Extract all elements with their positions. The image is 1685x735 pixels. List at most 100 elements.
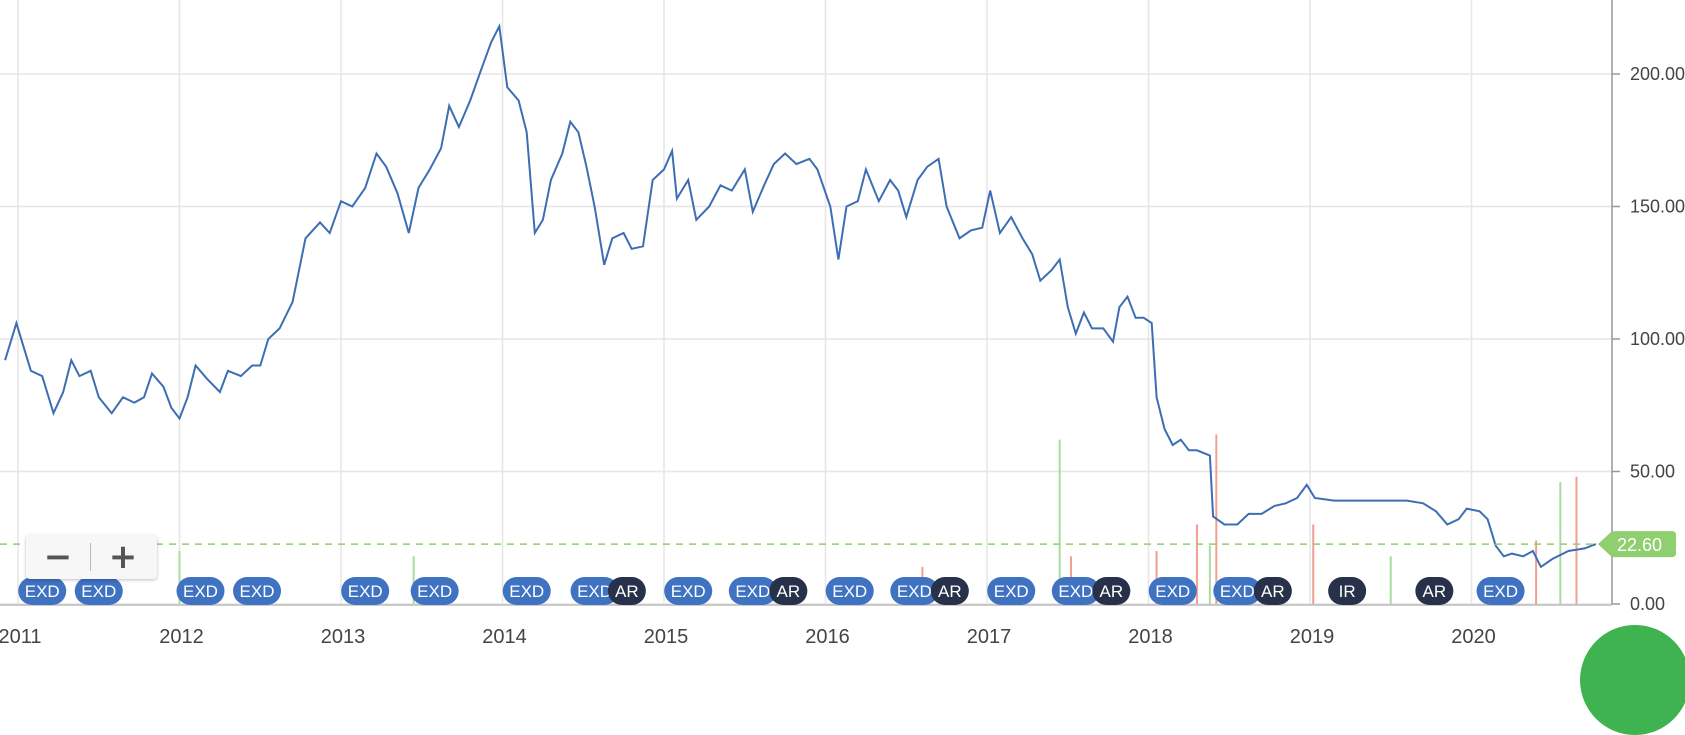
event-badge-ar[interactable]: AR — [607, 577, 646, 605]
event-badge-exd[interactable]: EXD — [890, 577, 939, 605]
event-badge-bg — [930, 577, 969, 605]
event-badge-ar[interactable]: AR — [1253, 577, 1292, 605]
event-badge-bg — [1092, 577, 1131, 605]
price-series-line[interactable] — [4, 22, 1597, 569]
event-badge-bg — [502, 577, 551, 605]
plus-icon: + — [108, 537, 138, 577]
volume-bar — [1559, 482, 1562, 604]
zoom-controls: − + — [26, 535, 157, 579]
x-tick-label: 2012 — [159, 626, 204, 648]
event-badge-exd[interactable]: EXD — [1213, 577, 1262, 605]
event-badge-label: EXD — [1220, 582, 1255, 601]
event-badge-exd[interactable]: EXD — [233, 577, 282, 605]
event-badge-label: EXD — [509, 582, 544, 601]
event-badge-ar[interactable]: AR — [930, 577, 969, 605]
volume-bar — [1312, 524, 1315, 604]
event-badge-bg — [728, 577, 777, 605]
event-badge-label: EXD — [1155, 582, 1190, 601]
event-badge-label: EXD — [348, 582, 383, 601]
x-tick-label: 2019 — [1290, 626, 1335, 648]
event-badge-exd[interactable]: EXD — [987, 577, 1036, 605]
event-badge-exd[interactable]: EXD — [502, 577, 551, 605]
volume-bar — [1155, 551, 1158, 604]
volume-bar — [1575, 476, 1578, 604]
grid — [0, 0, 1612, 606]
event-badge-bg — [1213, 577, 1262, 605]
volume-bar — [1535, 540, 1538, 604]
x-tick-label: 2018 — [1128, 626, 1173, 648]
event-badge-bg — [1148, 577, 1197, 605]
event-badge-label: AR — [1100, 582, 1124, 601]
event-badge-ir[interactable]: IR — [1328, 577, 1367, 605]
x-tick-label: 2015 — [644, 626, 689, 648]
event-badge-bg — [410, 577, 459, 605]
event-badge-exd[interactable]: EXD — [728, 577, 777, 605]
event-badge-exd[interactable]: EXD — [1051, 577, 1100, 605]
event-badge-bg — [664, 577, 713, 605]
event-badge-exd[interactable]: EXD — [176, 577, 225, 605]
event-badge-bg — [1253, 577, 1292, 605]
event-badge-ar[interactable]: AR — [769, 577, 808, 605]
x-axis-ticks: 2011 2012 2013 2014 2015 2016 2017 2018 2019 2020 — [0, 626, 1496, 648]
event-badge-ar[interactable]: AR — [1415, 577, 1454, 605]
last-value-tag: 22.60 — [1598, 531, 1676, 558]
y-tick-label: 50.00 — [1630, 462, 1675, 482]
event-badge-label: EXD — [417, 582, 452, 601]
event-badge-label: EXD — [25, 582, 60, 601]
event-badge-label: EXD — [1483, 582, 1518, 601]
volume-bars — [178, 434, 1578, 604]
y-axis-ticks: 0.00 50.00 100.00 150.00 200.00 — [1612, 64, 1685, 614]
event-badge-bg — [1415, 577, 1454, 605]
last-value-text: 22.60 — [1617, 535, 1662, 555]
y-tick-label: 200.00 — [1630, 64, 1685, 84]
event-badge-label: AR — [615, 582, 639, 601]
minus-icon: − — [43, 537, 73, 577]
event-badge-bg — [1476, 577, 1525, 605]
x-tick-label: 2020 — [1451, 626, 1496, 648]
y-tick-label: 0.00 — [1630, 594, 1665, 614]
zoom-out-button[interactable]: − — [26, 535, 90, 579]
event-badge-bg — [570, 577, 619, 605]
event-badge-bg — [1051, 577, 1100, 605]
event-badge-label: EXD — [577, 582, 612, 601]
event-badge-exd[interactable]: EXD — [825, 577, 874, 605]
event-badge-bg — [233, 577, 282, 605]
event-badge-label: AR — [938, 582, 962, 601]
floating-action-button[interactable] — [1580, 625, 1685, 735]
event-badge-exd[interactable]: EXD — [664, 577, 713, 605]
volume-bar — [1195, 524, 1198, 604]
volume-bar — [178, 551, 181, 604]
event-badge-exd[interactable]: EXD — [74, 577, 123, 605]
volume-bar — [1208, 545, 1211, 604]
x-tick-label: 2016 — [805, 626, 850, 648]
x-tick-label: 2011 — [0, 626, 42, 648]
event-badge-exd[interactable]: EXD — [341, 577, 390, 605]
event-badge-label: AR — [777, 582, 801, 601]
event-badge-label: AR — [1261, 582, 1285, 601]
last-value-tag-shape — [1598, 531, 1676, 558]
event-badge-label: AR — [1423, 582, 1447, 601]
event-badge-exd[interactable]: EXD — [1476, 577, 1525, 605]
event-badge-exd[interactable]: EXD — [570, 577, 619, 605]
x-tick-label: 2013 — [321, 626, 366, 648]
stock-price-chart[interactable]: 0.00 50.00 100.00 150.00 200.00 2011 2012 2013… — [0, 0, 1685, 661]
event-badge-bg — [825, 577, 874, 605]
event-badge-label: EXD — [994, 582, 1029, 601]
event-badge-bg — [18, 577, 67, 605]
event-badge-exd[interactable]: EXD — [410, 577, 459, 605]
event-badge-ar[interactable]: AR — [1092, 577, 1131, 605]
volume-bar — [412, 556, 415, 604]
event-badge-exd[interactable]: EXD — [1148, 577, 1197, 605]
event-badge-exd[interactable]: EXD — [18, 577, 67, 605]
event-badge-label: EXD — [81, 582, 116, 601]
event-badge-bg — [890, 577, 939, 605]
x-tick-label: 2017 — [967, 626, 1012, 648]
zoom-in-button[interactable]: + — [91, 535, 155, 579]
event-badge-label: EXD — [183, 582, 218, 601]
event-badge-label: EXD — [832, 582, 867, 601]
event-badge-bg — [74, 577, 123, 605]
event-badge-bg — [1328, 577, 1367, 605]
event-badges: EXD EXD EXD EXD EXD EXD EXD EXD AR EXD EXD AR EXD EXD… — [18, 577, 1525, 605]
event-badge-label: EXD — [735, 582, 770, 601]
event-badge-label: EXD — [240, 582, 275, 601]
